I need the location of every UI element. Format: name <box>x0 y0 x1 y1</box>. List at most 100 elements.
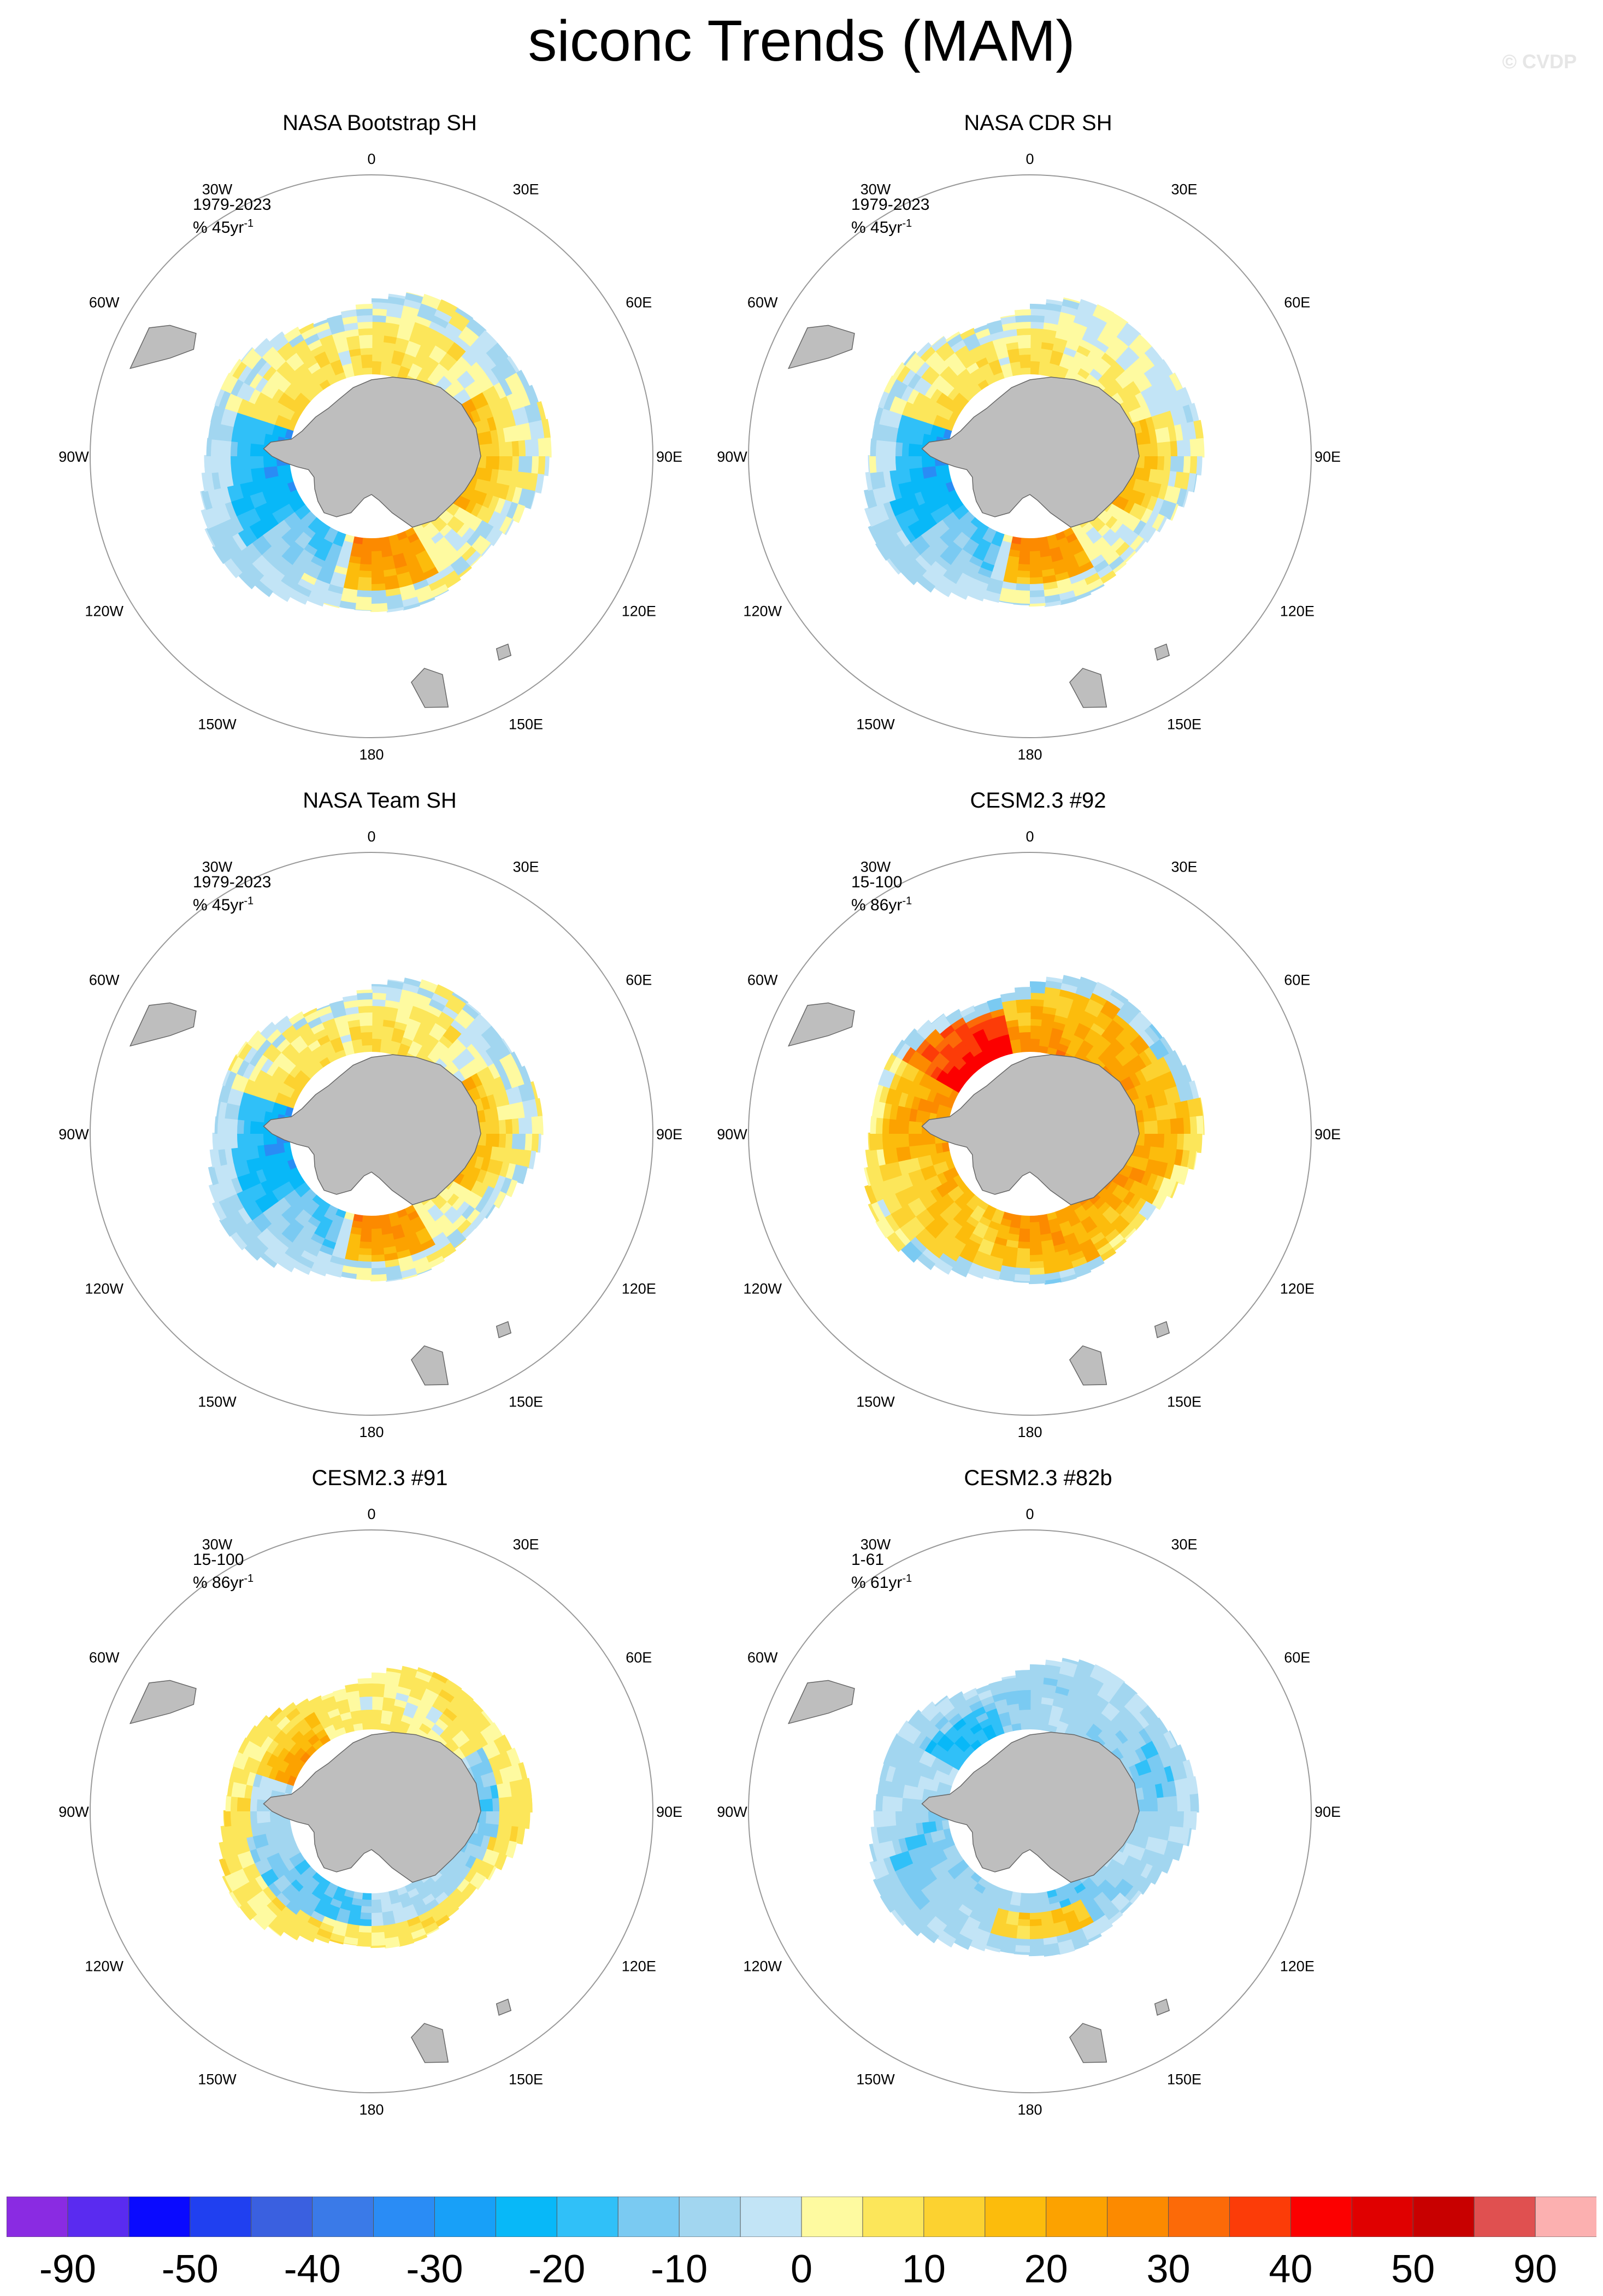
trend-cell <box>1112 337 1130 352</box>
trend-cell <box>435 339 452 354</box>
trend-cell <box>439 375 453 389</box>
trend-cell <box>344 574 359 584</box>
trend-cell <box>438 1897 453 1910</box>
trend-cell <box>516 369 530 390</box>
trend-cell <box>474 337 492 354</box>
trend-cell <box>1048 1040 1060 1050</box>
trend-cell <box>212 1200 227 1221</box>
trend-cell <box>306 596 324 607</box>
trend-cell <box>422 362 436 375</box>
colorbar-swatch <box>862 2197 924 2237</box>
trend-cell <box>1152 398 1165 416</box>
trend-cell <box>356 308 373 316</box>
trend-cell <box>243 401 255 417</box>
trend-cell <box>879 1841 890 1859</box>
trend-cell <box>1042 328 1058 338</box>
units-text: % 45yr <box>193 219 244 237</box>
trend-cell <box>412 357 427 369</box>
trend-cell <box>1030 1696 1043 1704</box>
trend-cell <box>1122 1062 1136 1078</box>
trend-cell <box>965 1876 978 1889</box>
trend-cell <box>926 1243 944 1259</box>
trend-cell <box>1015 1932 1030 1940</box>
trend-cell <box>225 1795 232 1811</box>
trend-cell <box>1154 1105 1164 1122</box>
trend-cell <box>1068 538 1081 550</box>
trend-cell <box>924 398 937 413</box>
trend-cell <box>352 536 363 545</box>
trend-cell <box>205 507 219 527</box>
trend-cell <box>263 466 273 479</box>
trend-cell <box>487 511 501 528</box>
trend-cell <box>918 1193 932 1209</box>
trend-cell <box>493 513 507 531</box>
trend-cell <box>220 407 232 426</box>
trend-cell <box>448 366 463 380</box>
trend-cell <box>1144 1811 1152 1825</box>
panel-title: CESM2.3 #92 <box>970 788 1106 813</box>
trend-cell <box>962 1688 976 1695</box>
trend-cell <box>397 578 414 588</box>
trend-cell <box>1104 1000 1122 1015</box>
trend-cell <box>965 538 979 550</box>
trend-cell <box>296 1735 309 1748</box>
trend-cell <box>987 578 1004 588</box>
trend-cell <box>1001 1677 1018 1687</box>
trend-cell <box>498 1797 506 1812</box>
trend-cell <box>1146 401 1159 418</box>
trend-cell <box>879 1216 895 1237</box>
trend-cell <box>388 293 407 299</box>
trend-cell <box>1041 1697 1055 1706</box>
trend-cell <box>882 1178 895 1197</box>
trend-cell <box>1154 428 1164 444</box>
trend-cell <box>442 1005 459 1021</box>
trend-cell <box>1001 1889 1013 1898</box>
trend-cell <box>415 1028 430 1041</box>
trend-cell <box>1009 1710 1021 1718</box>
trend-cell <box>214 405 226 425</box>
trend-cell <box>422 1922 439 1935</box>
trend-cell <box>399 1673 416 1684</box>
trend-cell <box>255 1168 267 1184</box>
trend-cell <box>296 380 309 393</box>
trend-cell <box>1157 1811 1165 1827</box>
trend-cell <box>1038 1220 1050 1229</box>
trend-cell <box>278 1082 290 1096</box>
trend-cell <box>290 1879 304 1892</box>
trend-cell <box>1161 427 1171 443</box>
trend-cell <box>1117 1744 1130 1758</box>
trend-cell <box>1086 1051 1099 1064</box>
trend-cell <box>1152 1175 1164 1192</box>
trend-cell <box>969 345 984 357</box>
trend-cell <box>415 1227 429 1239</box>
trend-cell <box>415 315 433 328</box>
trend-cell <box>323 1046 337 1057</box>
trend-cell <box>1071 322 1088 334</box>
trend-cell <box>1029 544 1040 552</box>
trend-cell <box>930 1102 940 1114</box>
trend-cell <box>415 1706 430 1718</box>
trend-cell <box>1117 1066 1130 1081</box>
trend-cell <box>918 502 931 517</box>
trend-cell <box>496 428 506 444</box>
trend-cell <box>1076 533 1090 545</box>
trend-cell <box>522 1150 532 1169</box>
trend-cell <box>975 1221 989 1233</box>
trend-cell <box>1060 305 1079 316</box>
trend-cell <box>1043 322 1059 332</box>
trend-cell <box>290 411 301 423</box>
trend-cell <box>1104 322 1122 338</box>
trend-cell <box>1000 315 1017 325</box>
trend-cell <box>1063 297 1081 304</box>
trend-cell <box>257 1038 273 1055</box>
trend-cell <box>457 356 473 372</box>
trend-cell <box>372 348 384 356</box>
trend-cell <box>415 993 433 1005</box>
trend-cell <box>939 550 955 566</box>
trend-cell <box>297 578 315 592</box>
trend-cell <box>242 510 255 527</box>
trend-cell <box>453 1172 465 1186</box>
trend-cell <box>402 603 420 611</box>
trend-cell <box>1146 1851 1158 1867</box>
trend-cell <box>1062 1910 1077 1921</box>
